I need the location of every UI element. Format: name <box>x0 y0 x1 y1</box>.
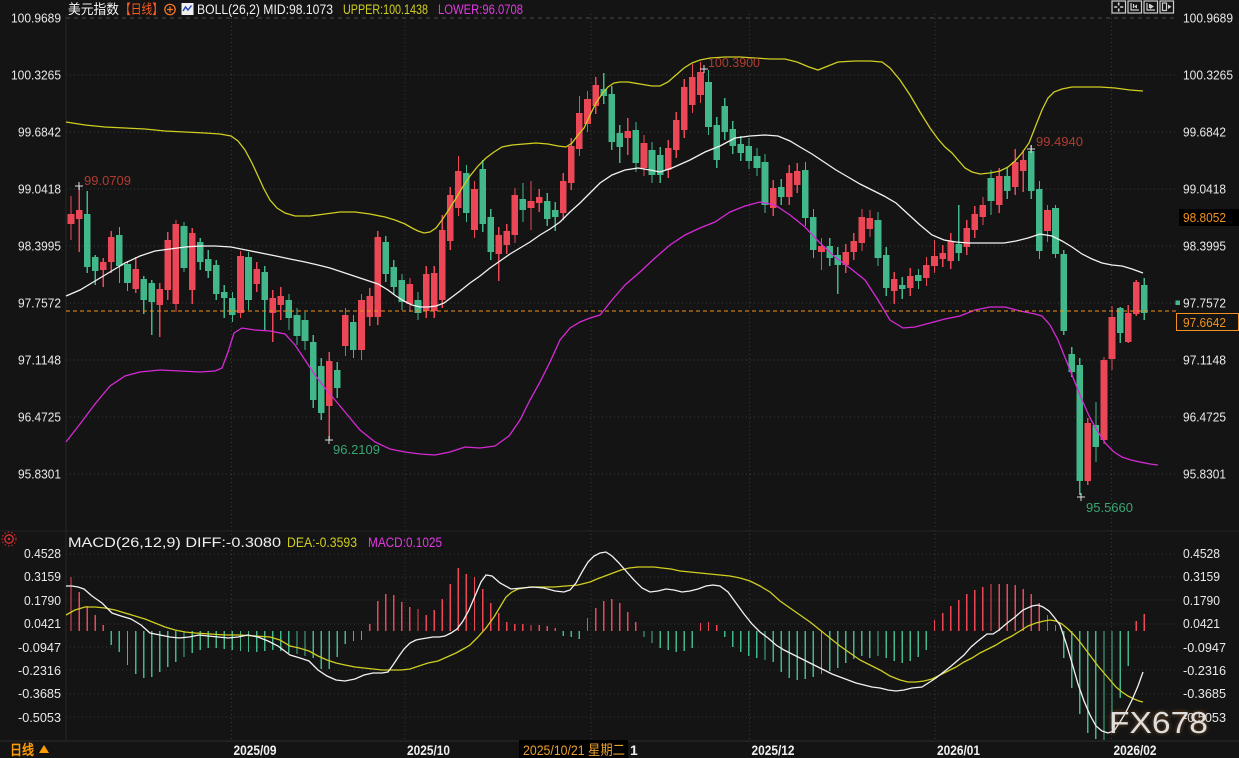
svg-text:99.6842: 99.6842 <box>18 125 61 140</box>
svg-text:FX678: FX678 <box>1109 705 1208 740</box>
svg-text:97.7572: 97.7572 <box>1183 296 1226 311</box>
svg-text:MACD(26,12,9) DIFF:-0.3080: MACD(26,12,9) DIFF:-0.3080 <box>68 535 281 550</box>
svg-text:0.3159: 0.3159 <box>1183 569 1220 584</box>
svg-text:2025/10: 2025/10 <box>407 742 450 758</box>
svg-text:95.5660: 95.5660 <box>1086 500 1133 515</box>
svg-text:FX678: FX678 <box>1109 705 1208 740</box>
svg-text:98.3995: 98.3995 <box>1183 239 1226 254</box>
svg-text:-0.5053: -0.5053 <box>18 710 61 725</box>
svg-text:97.7572: 97.7572 <box>18 296 61 311</box>
svg-text:-0.3685: -0.3685 <box>18 686 61 701</box>
svg-text:97.6642: 97.6642 <box>1183 315 1226 330</box>
svg-text:99.0418: 99.0418 <box>1183 182 1226 197</box>
svg-text:0.0421: 0.0421 <box>24 616 61 631</box>
svg-text:96.4725: 96.4725 <box>18 410 61 425</box>
svg-text:LOWER:96.0708: LOWER:96.0708 <box>438 2 523 17</box>
svg-text:BOLL(26,2) MID:98.1073: BOLL(26,2) MID:98.1073 <box>197 2 333 17</box>
svg-text:0.3159: 0.3159 <box>24 569 61 584</box>
svg-text:100.9689: 100.9689 <box>11 11 61 26</box>
svg-text:97.1148: 97.1148 <box>18 353 61 368</box>
svg-text:95.8301: 95.8301 <box>1183 467 1226 482</box>
svg-text:96.2109: 96.2109 <box>333 442 380 457</box>
svg-text:0.4528: 0.4528 <box>24 546 61 561</box>
svg-text:97.1148: 97.1148 <box>1183 353 1226 368</box>
svg-text:100.9689: 100.9689 <box>1183 11 1233 26</box>
svg-text:日线: 日线 <box>10 742 34 758</box>
svg-text:98.8052: 98.8052 <box>1183 210 1226 225</box>
svg-text:99.0709: 99.0709 <box>84 173 131 188</box>
svg-text:0.1790: 0.1790 <box>1183 593 1220 608</box>
svg-text:-0.2316: -0.2316 <box>1183 663 1226 678</box>
svg-text:0.4528: 0.4528 <box>1183 546 1220 561</box>
svg-text:100.3900: 100.3900 <box>708 55 760 70</box>
svg-text:100.3265: 100.3265 <box>1183 68 1233 83</box>
svg-text:美元指数: 美元指数 <box>68 2 119 17</box>
svg-text:-0.3685: -0.3685 <box>1183 686 1226 701</box>
svg-text:98.3995: 98.3995 <box>18 239 61 254</box>
svg-text:2026/02: 2026/02 <box>1114 742 1157 758</box>
svg-text:-0.2316: -0.2316 <box>18 663 61 678</box>
svg-text:99.6842: 99.6842 <box>1183 125 1226 140</box>
svg-text:99.0418: 99.0418 <box>18 182 61 197</box>
svg-text:95.8301: 95.8301 <box>18 467 61 482</box>
svg-text:100.3265: 100.3265 <box>11 68 61 83</box>
svg-text:MACD:0.1025: MACD:0.1025 <box>368 535 442 550</box>
svg-text:96.4725: 96.4725 <box>1183 410 1226 425</box>
svg-text:2025/12: 2025/12 <box>752 742 795 758</box>
svg-text:2025/09: 2025/09 <box>234 742 277 758</box>
svg-text:2025/10/21 星期二: 2025/10/21 星期二 <box>523 742 625 758</box>
svg-text:0.1790: 0.1790 <box>24 593 61 608</box>
svg-text:2026/01: 2026/01 <box>937 742 980 758</box>
svg-text:99.4940: 99.4940 <box>1036 134 1083 149</box>
svg-text:-0.5053: -0.5053 <box>1183 710 1226 725</box>
svg-text:-0.0947: -0.0947 <box>1183 640 1226 655</box>
svg-text:-0.0947: -0.0947 <box>18 640 61 655</box>
svg-text:0.0421: 0.0421 <box>1183 616 1220 631</box>
svg-text:UPPER:100.1438: UPPER:100.1438 <box>343 2 428 17</box>
svg-text:【日线】: 【日线】 <box>120 2 163 17</box>
svg-text:1: 1 <box>630 742 638 758</box>
svg-text:DEA:-0.3593: DEA:-0.3593 <box>287 535 357 550</box>
